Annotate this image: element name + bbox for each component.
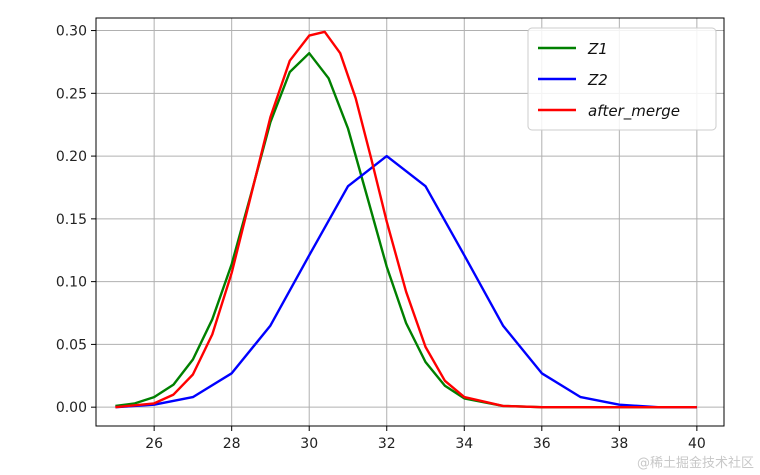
x-tick-label: 36 <box>533 436 551 452</box>
x-axis-ticks: 26 28 30 32 34 36 38 40 <box>145 426 706 452</box>
y-axis-ticks: 0.00 0.05 0.10 0.15 0.20 0.25 0.30 <box>56 24 96 416</box>
plot-frame <box>95 17 725 427</box>
y-tick-label: 0.05 <box>56 337 87 353</box>
legend-label: after_merge <box>588 102 680 121</box>
y-tick-label: 0.25 <box>56 86 87 102</box>
watermark-text: @稀土掘金技术社区 <box>636 456 754 471</box>
series-line-after-merge <box>115 30 697 409</box>
y-tick-label: 0.15 <box>56 212 87 228</box>
x-tick-label: 26 <box>145 436 163 452</box>
series-lines <box>115 30 697 409</box>
x-tick-label: 40 <box>688 436 706 452</box>
y-tick-label: 0.20 <box>56 149 87 165</box>
series-line-z2 <box>115 154 697 409</box>
x-tick-label: 32 <box>378 436 396 452</box>
legend-label: Z2 <box>587 71 608 89</box>
x-tick-label: 28 <box>223 436 241 452</box>
legend-box <box>527 27 717 131</box>
x-tick-label: 38 <box>610 436 628 452</box>
y-tick-label: 0.00 <box>56 400 87 416</box>
y-tick-label: 0.10 <box>56 275 87 291</box>
y-tick-label: 0.30 <box>56 24 87 40</box>
x-tick-label: 30 <box>300 436 318 452</box>
x-tick-label: 34 <box>455 436 473 452</box>
legend-label: Z1 <box>587 40 608 58</box>
legend: Z1 Z2 after_merge <box>527 27 717 131</box>
